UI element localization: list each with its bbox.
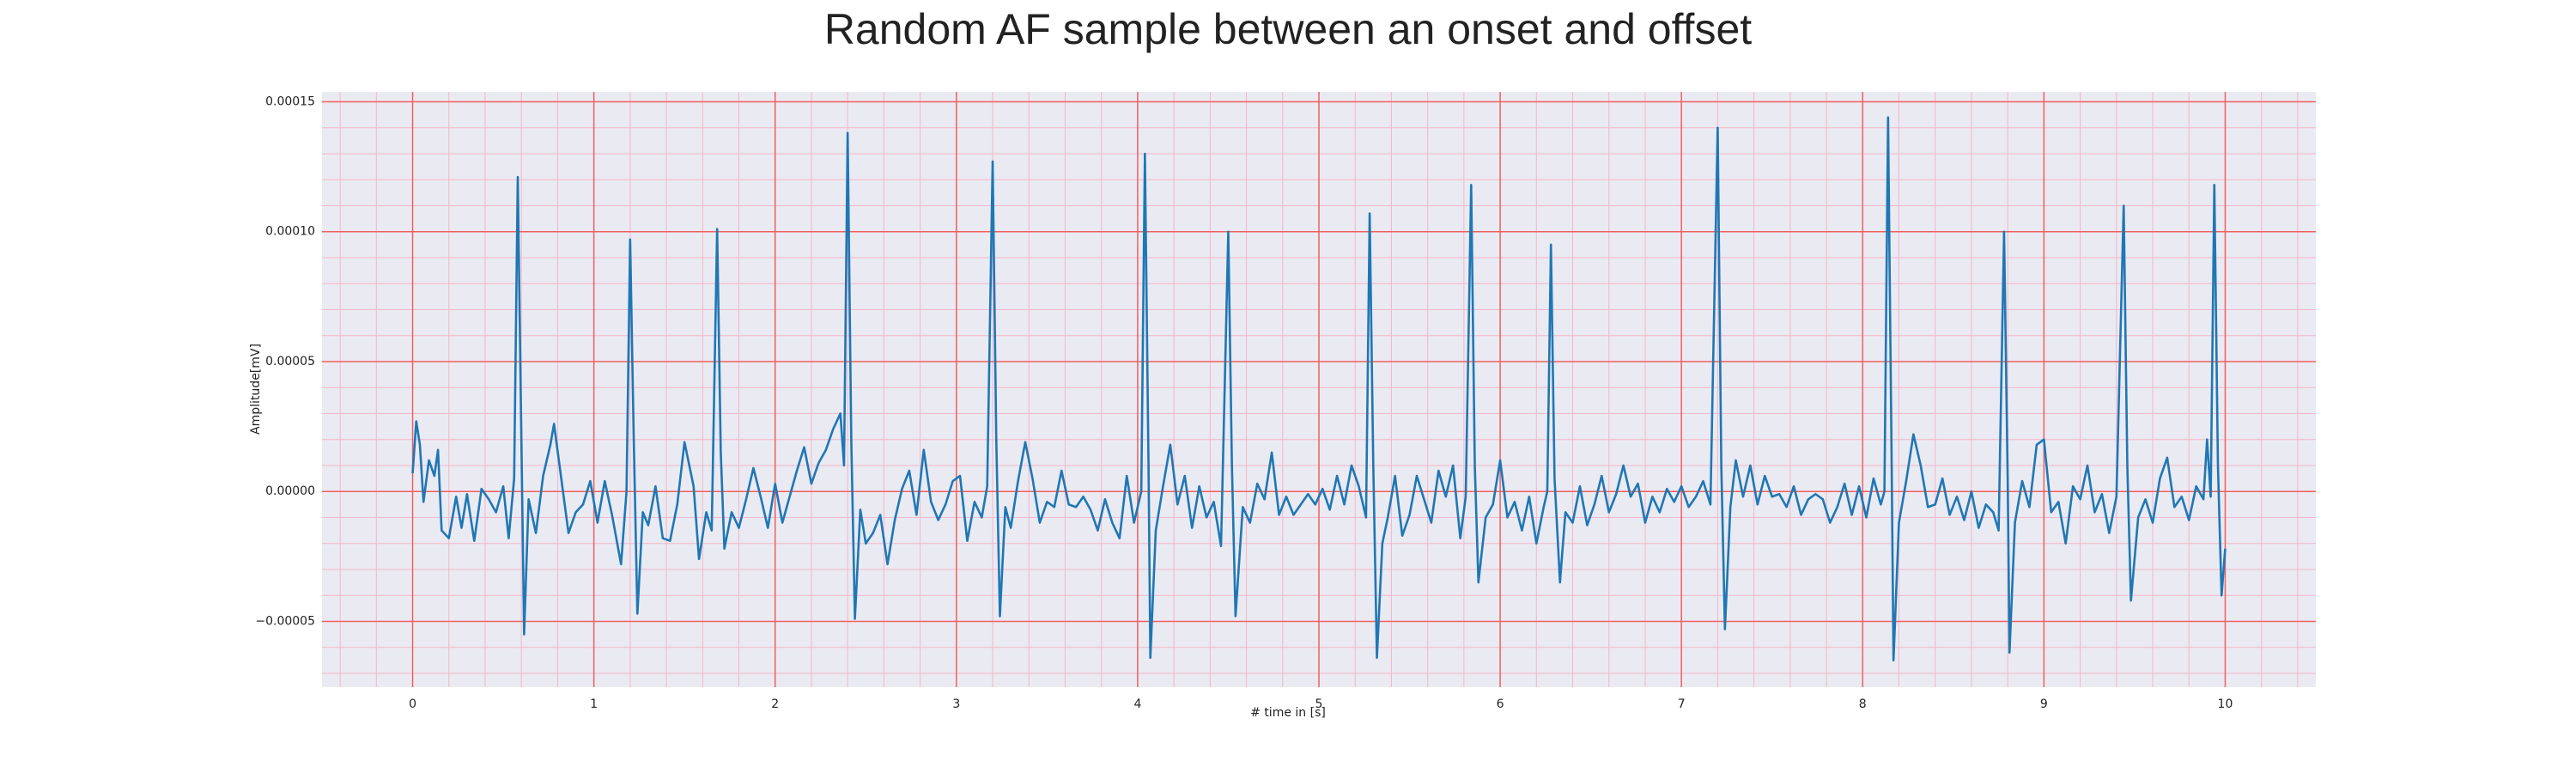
x-tick-label: 9 (2040, 697, 2048, 711)
x-tick-label: 2 (771, 697, 779, 711)
x-tick-label: 5 (1315, 697, 1323, 711)
x-tick-label: 4 (1133, 697, 1141, 711)
y-axis-label: Amplitude[mV] (249, 344, 263, 435)
x-tick-label: 10 (2218, 697, 2233, 711)
y-tick-label: 0.00005 (265, 355, 315, 368)
chart-title: Random AF sample between an onset and of… (824, 5, 1752, 53)
x-tick-label: 1 (590, 697, 598, 711)
y-tick-label: −0.00005 (255, 614, 315, 628)
x-tick-label: 7 (1678, 697, 1686, 711)
signal-line (411, 116, 2227, 662)
y-tick-label: 0.00010 (265, 225, 315, 239)
x-axis-label: # time in [s] (1250, 706, 1326, 720)
x-tick-label: 0 (409, 697, 416, 711)
x-tick-label: 6 (1497, 697, 1504, 711)
x-tick-label: 3 (952, 697, 960, 711)
y-tick-label: 0.00015 (265, 94, 315, 108)
y-tick-label: 0.00000 (265, 484, 315, 498)
x-tick-label: 8 (1859, 697, 1867, 711)
